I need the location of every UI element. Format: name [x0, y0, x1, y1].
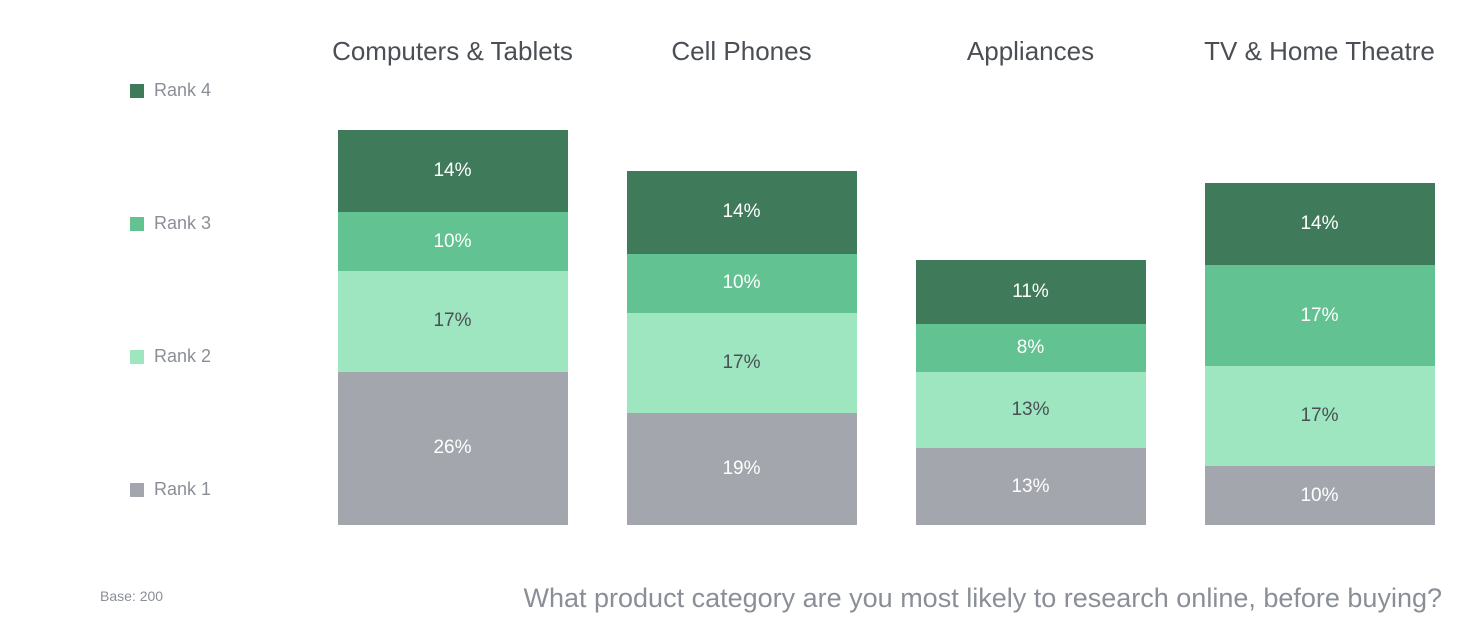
segment-rank3: 8% [916, 324, 1146, 371]
chart-area: Computers & Tablets14%10%17%26%Cell Phon… [330, 35, 1442, 535]
legend-label-rank1: Rank 1 [154, 479, 211, 500]
survey-question: What product category are you most likel… [330, 583, 1442, 614]
segment-rank1: 13% [916, 448, 1146, 525]
segment-rank2: 17% [338, 271, 568, 371]
category-label: Appliances [908, 35, 1153, 125]
category-label: TV & Home Theatre [1197, 35, 1442, 125]
column-2: Appliances11%8%13%13% [908, 35, 1153, 535]
segment-rank3: 10% [338, 212, 568, 271]
stacked-bar: 14%17%17%10% [1205, 125, 1435, 525]
column-0: Computers & Tablets14%10%17%26% [330, 35, 575, 535]
legend-item-rank2: Rank 2 [130, 346, 211, 367]
column-3: TV & Home Theatre14%17%17%10% [1197, 35, 1442, 535]
legend-label-rank4: Rank 4 [154, 80, 211, 101]
chart-container: Rank 4 Rank 3 Rank 2 Rank 1 Computers & Tab… [0, 0, 1472, 636]
legend-swatch-rank3 [130, 217, 144, 231]
segment-rank4: 14% [1205, 183, 1435, 266]
column-1: Cell Phones14%10%17%19% [619, 35, 864, 535]
stacked-bar: 11%8%13%13% [916, 125, 1146, 525]
segment-rank1: 26% [338, 372, 568, 525]
legend-item-rank4: Rank 4 [130, 80, 211, 101]
stacked-bar: 14%10%17%19% [627, 125, 857, 525]
segment-rank4: 14% [627, 171, 857, 254]
legend-swatch-rank1 [130, 483, 144, 497]
segment-rank4: 11% [916, 260, 1146, 325]
legend-swatch-rank4 [130, 84, 144, 98]
base-note: Base: 200 [100, 588, 163, 604]
segment-rank3: 17% [1205, 265, 1435, 365]
category-label: Cell Phones [619, 35, 864, 125]
stacked-bar: 14%10%17%26% [338, 125, 568, 525]
legend: Rank 4 Rank 3 Rank 2 Rank 1 [130, 80, 211, 500]
segment-rank2: 17% [627, 313, 857, 413]
segment-rank4: 14% [338, 130, 568, 213]
legend-label-rank3: Rank 3 [154, 213, 211, 234]
legend-swatch-rank2 [130, 350, 144, 364]
segment-rank1: 19% [627, 413, 857, 525]
legend-item-rank1: Rank 1 [130, 479, 211, 500]
legend-item-rank3: Rank 3 [130, 213, 211, 234]
category-label: Computers & Tablets [330, 35, 575, 125]
segment-rank2: 13% [916, 372, 1146, 449]
legend-label-rank2: Rank 2 [154, 346, 211, 367]
segment-rank2: 17% [1205, 366, 1435, 466]
segment-rank3: 10% [627, 254, 857, 313]
segment-rank1: 10% [1205, 466, 1435, 525]
